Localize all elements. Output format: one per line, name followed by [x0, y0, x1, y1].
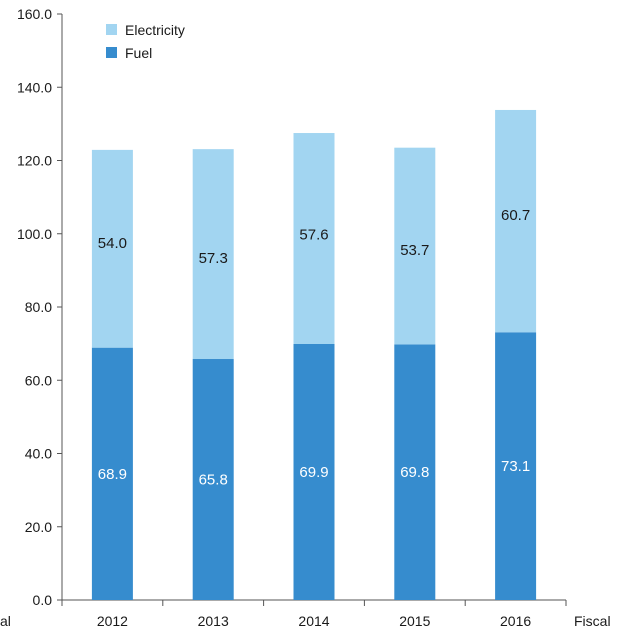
data-label-electricity-2012: 54.0 — [98, 235, 127, 252]
data-label-fuel-2012: 68.9 — [98, 466, 127, 483]
bar-electricity-2012 — [91, 149, 133, 348]
x-tick-label: 2016 — [500, 613, 531, 629]
y-tick-label: 120.0 — [17, 153, 52, 169]
legend-swatch-electricity — [106, 24, 117, 35]
data-label-electricity-2013: 57.3 — [199, 250, 228, 267]
data-label-electricity-2015: 53.7 — [400, 242, 429, 259]
y-tick-label: 40.0 — [25, 446, 52, 462]
data-label-fuel-2015: 69.8 — [400, 464, 429, 481]
x-axis-left-fragment: al — [0, 613, 11, 629]
y-tick-label: 140.0 — [17, 79, 52, 95]
bar-electricity-2016 — [495, 109, 537, 333]
bar-fuel-2016 — [495, 332, 537, 600]
y-tick-label: 60.0 — [25, 372, 52, 388]
x-tick-label: 2013 — [198, 613, 229, 629]
data-label-fuel-2016: 73.1 — [501, 458, 530, 475]
bar-fuel-2015 — [394, 344, 436, 600]
y-tick-label: 80.0 — [25, 299, 52, 315]
y-tick-label: 160.0 — [17, 6, 52, 22]
bar-electricity-2013 — [192, 149, 234, 360]
data-label-fuel-2014: 69.9 — [299, 464, 328, 481]
legend-swatch-fuel — [106, 47, 117, 58]
y-tick-label: 0.0 — [33, 592, 53, 608]
bar-electricity-2014 — [293, 133, 335, 344]
data-label-electricity-2016: 60.7 — [501, 207, 530, 224]
data-label-fuel-2013: 65.8 — [199, 472, 228, 489]
legend-label-fuel: Fuel — [125, 45, 152, 61]
legend-label-electricity: Electricity — [125, 22, 185, 38]
bar-fuel-2012 — [91, 347, 133, 600]
y-axis: 0.0 20.0 40.0 60.0 80.0 100.0 120.0 140.0 160.0 — [17, 6, 63, 608]
bar-electricity-2015 — [394, 147, 436, 345]
y-tick-label: 100.0 — [17, 226, 52, 242]
legend: Electricity Fuel — [106, 22, 185, 61]
bars: 68.9 54.0 65.8 57.3 69.9 57.6 69.8 53.7 73.1 60.7 — [91, 109, 537, 600]
bar-fuel-2013 — [192, 359, 234, 600]
bar-fuel-2014 — [293, 343, 335, 600]
x-tick-label: 2015 — [399, 613, 430, 629]
x-tick-label: 2012 — [97, 613, 128, 629]
x-tick-label: 2014 — [298, 613, 329, 629]
y-tick-label: 20.0 — [25, 519, 52, 535]
x-axis: 2012 2013 2014 2015 2016 Fiscal al — [0, 599, 611, 629]
data-label-electricity-2014: 57.6 — [299, 227, 328, 244]
x-axis-title: Fiscal — [574, 613, 611, 629]
